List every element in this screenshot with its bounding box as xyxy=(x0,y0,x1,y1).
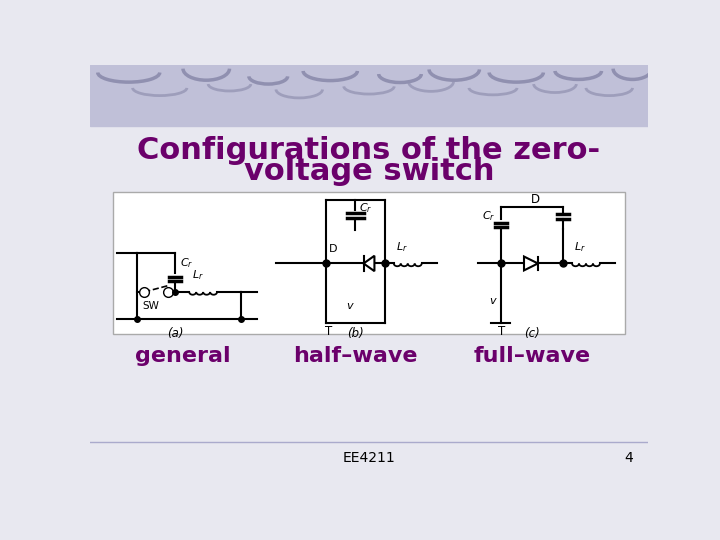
Text: $L_r$: $L_r$ xyxy=(396,240,408,254)
Text: (b): (b) xyxy=(347,327,364,340)
Polygon shape xyxy=(524,256,538,271)
Text: T: T xyxy=(498,325,505,338)
Text: $L_r$: $L_r$ xyxy=(575,240,586,254)
Bar xyxy=(90,65,648,126)
Bar xyxy=(113,192,625,334)
Text: full–wave: full–wave xyxy=(473,346,590,366)
Text: $C_r$: $C_r$ xyxy=(482,209,495,222)
Text: $L_r$: $L_r$ xyxy=(192,268,204,282)
Text: 4: 4 xyxy=(624,450,633,464)
Text: voltage switch: voltage switch xyxy=(244,157,494,186)
Text: (a): (a) xyxy=(167,327,184,340)
Text: v: v xyxy=(490,296,496,306)
Text: D: D xyxy=(329,244,337,254)
Text: v: v xyxy=(346,301,353,311)
Text: (c): (c) xyxy=(524,327,539,340)
Text: general: general xyxy=(135,346,231,366)
Text: Configurations of the zero-: Configurations of the zero- xyxy=(138,136,600,165)
Text: half–wave: half–wave xyxy=(293,346,418,366)
Text: EE4211: EE4211 xyxy=(343,450,395,464)
Text: $C_r$: $C_r$ xyxy=(180,256,193,269)
Polygon shape xyxy=(364,256,374,271)
Text: $C_r$: $C_r$ xyxy=(359,201,373,215)
Text: T: T xyxy=(325,325,332,338)
Text: SW: SW xyxy=(142,301,159,311)
Text: D: D xyxy=(531,193,540,206)
